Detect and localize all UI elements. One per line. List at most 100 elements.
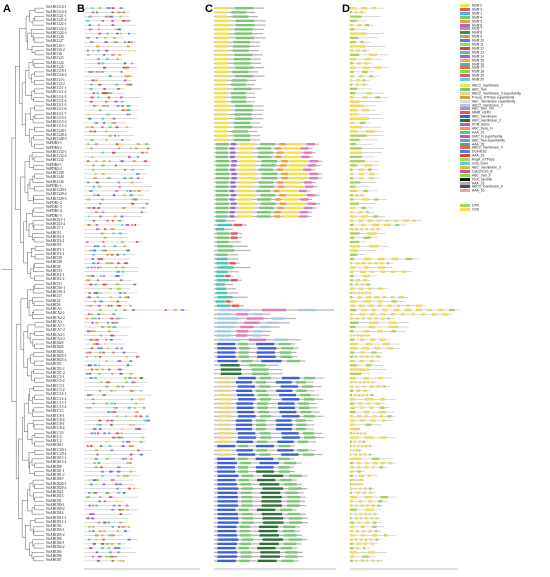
- motif-box: [117, 134, 120, 137]
- domain-box: [218, 398, 232, 401]
- motif-box: [105, 139, 108, 141]
- cds-box: [372, 415, 377, 418]
- motif-box: [119, 32, 122, 35]
- domain-box: [216, 240, 229, 244]
- utr-box: [349, 168, 353, 171]
- motif-box: [126, 440, 131, 443]
- motif-box: [103, 432, 107, 435]
- domain-box: [309, 177, 319, 180]
- domain-box: [231, 100, 247, 103]
- domain-box: [261, 495, 282, 499]
- motif-box: [117, 530, 120, 533]
- motif-box: [86, 19, 90, 22]
- motif-box: [130, 83, 133, 86]
- domain-box: [240, 159, 257, 163]
- utr-box: [373, 521, 377, 524]
- legend-swatch: [460, 111, 470, 115]
- legend-item: Motif 20: [460, 78, 484, 82]
- utr-box: [349, 11, 352, 14]
- motif-box: [115, 283, 120, 286]
- motif-box: [117, 491, 120, 494]
- cds-box: [369, 177, 374, 180]
- domain-box: [216, 168, 229, 171]
- domain-box: [258, 151, 273, 154]
- motif-box: [125, 83, 129, 86]
- motif-box: [106, 219, 109, 222]
- motif-box: [113, 402, 116, 405]
- cds-box: [369, 406, 373, 409]
- cds-box: [364, 466, 369, 469]
- motif-box: [133, 283, 137, 286]
- utr-box: [349, 483, 352, 486]
- domain-box: [238, 546, 249, 550]
- cds-box: [368, 500, 372, 503]
- cds-box: [366, 130, 375, 133]
- cds-box: [349, 453, 352, 456]
- domain-box: [217, 534, 237, 537]
- motif-box: [123, 525, 126, 528]
- domain-box: [238, 470, 249, 473]
- gene-name: NsABCG28-3: [46, 137, 67, 142]
- domain-box: [287, 495, 301, 499]
- legend-label: ABC2_membrane_6: [472, 184, 503, 189]
- domain-box: [275, 427, 292, 431]
- legend-label: Motif 4: [472, 15, 483, 20]
- gene-name: NsABCC5-2: [46, 379, 65, 384]
- motif-box: [97, 364, 101, 367]
- motif-box: [124, 530, 127, 533]
- utr-box: [362, 555, 369, 558]
- domain-box: [256, 189, 270, 193]
- cds-box: [362, 66, 370, 69]
- gene-name: NsABCG36: [46, 179, 64, 184]
- gene-name: NsABCB1: [46, 498, 62, 503]
- cds-box: [355, 559, 358, 562]
- utr-box: [349, 462, 354, 465]
- domain-box: [282, 198, 299, 201]
- motif-box: [96, 479, 99, 481]
- motif-box: [122, 457, 124, 460]
- gene-name: NsABCF3-1: [46, 247, 65, 252]
- motif-box: [96, 262, 100, 265]
- motif-box: [97, 58, 100, 61]
- utr-box: [349, 202, 360, 205]
- cds-box: [349, 151, 362, 154]
- cds-box: [382, 296, 386, 299]
- cds-box: [361, 444, 363, 448]
- cds-box: [372, 223, 380, 227]
- utr-box: [349, 87, 358, 90]
- utr-box: [366, 211, 369, 214]
- cds-box: [411, 313, 415, 316]
- cds-box: [431, 313, 437, 316]
- cds-box: [361, 7, 368, 10]
- domain-box: [277, 151, 284, 154]
- motif-box: [92, 338, 96, 341]
- utr-box: [349, 372, 362, 375]
- motif-box: [121, 385, 124, 388]
- gene-name: NsABCG11-2: [46, 90, 67, 95]
- motif-box: [124, 79, 127, 82]
- cds-box: [349, 436, 359, 439]
- gene-name: NsABCI19: [46, 256, 63, 261]
- legend-label: Motif 14: [472, 54, 485, 59]
- legend-item: Motif 6: [460, 23, 482, 28]
- utr-box: [349, 147, 362, 150]
- motif-box: [100, 381, 103, 384]
- cds-box: [358, 393, 361, 397]
- motif-box: [112, 313, 116, 316]
- cds-box: [363, 291, 366, 295]
- cds-box: [357, 62, 362, 65]
- gene-name: NsABCC15-2: [46, 405, 67, 409]
- cds-box: [367, 334, 369, 337]
- domain-box: [215, 19, 230, 23]
- motif-box: [129, 177, 132, 180]
- motif-box: [97, 266, 100, 269]
- domain-box: [261, 159, 278, 163]
- domain-box: [288, 202, 306, 205]
- domain-box: [260, 164, 276, 167]
- gene-name: NsABCB20-2: [46, 485, 67, 490]
- cds-box: [359, 453, 362, 456]
- motif-box: [107, 547, 111, 550]
- cds-box: [357, 24, 362, 27]
- cds-box: [355, 11, 357, 14]
- domain-box: [218, 385, 232, 388]
